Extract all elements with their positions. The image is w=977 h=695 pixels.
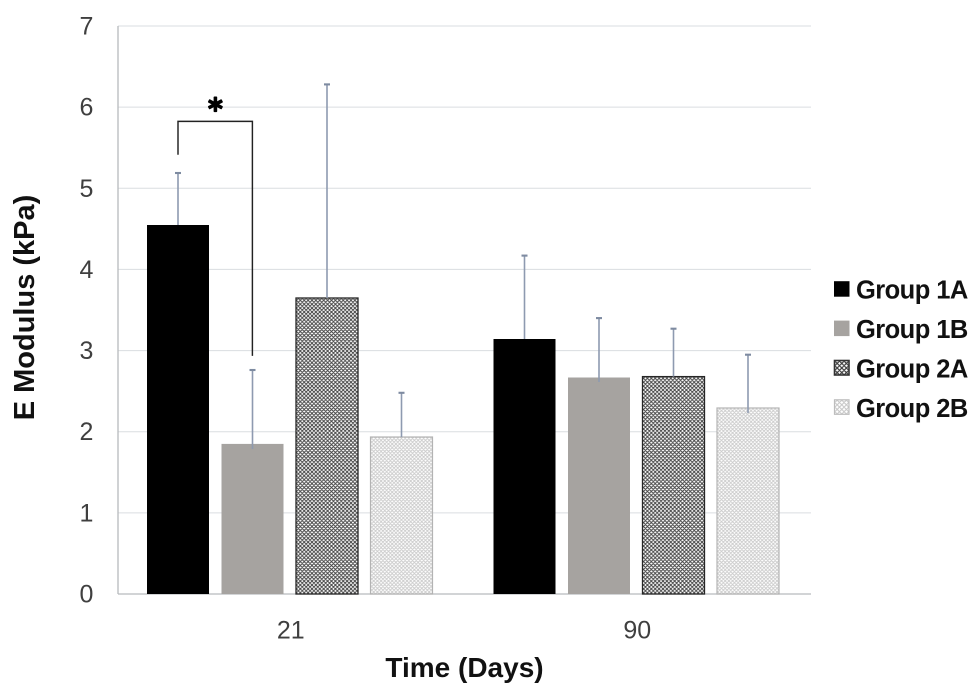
svg-text:90: 90 <box>623 617 651 645</box>
svg-text:1: 1 <box>80 499 94 527</box>
svg-text:E Modulus (kPa): E Modulus (kPa) <box>9 195 41 421</box>
svg-text:Group 2B: Group 2B <box>856 395 968 423</box>
svg-text:4: 4 <box>80 256 94 284</box>
svg-text:2: 2 <box>80 418 94 446</box>
svg-text:Time (Days): Time (Days) <box>385 652 543 683</box>
svg-text:21: 21 <box>277 617 305 645</box>
svg-text:7: 7 <box>80 13 94 41</box>
svg-text:5: 5 <box>80 175 94 203</box>
svg-text:6: 6 <box>80 94 94 122</box>
svg-text:Group 1A: Group 1A <box>856 277 968 305</box>
svg-text:Group 1B: Group 1B <box>856 316 968 344</box>
svg-text:Group 2A: Group 2A <box>856 356 968 384</box>
svg-text:3: 3 <box>80 337 94 365</box>
svg-text:0: 0 <box>80 581 94 609</box>
